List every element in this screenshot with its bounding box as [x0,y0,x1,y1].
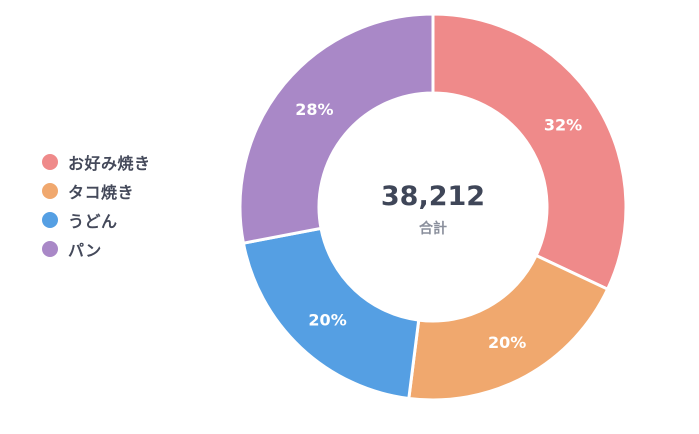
legend-item-udon: うどん [42,210,151,231]
slice-label-takoyaki: 20% [488,333,526,352]
donut-slice-pan [238,12,435,245]
legend-swatch [42,212,58,228]
donut-slice-okonomiyaki [431,12,628,292]
legend-item-takoyaki: タコ焼き [42,181,151,202]
slice-label-okonomiyaki: 32% [544,115,582,134]
legend-label: パン [68,241,102,260]
legend-label: うどん [68,212,118,231]
legend-label: タコ焼き [68,183,135,202]
legend-swatch [42,183,58,199]
donut-slice-takoyaki [407,253,610,402]
chart-legend: お好み焼き タコ焼き うどん パン [42,152,151,260]
slice-label-pan: 28% [295,100,333,119]
slice-label-udon: 20% [308,310,346,329]
legend-swatch [42,241,58,257]
center-total-label: 合計 [419,220,447,237]
legend-swatch [42,154,58,170]
center-total-value: 38,212 [381,181,485,212]
donut-slice-labels: 32% 20% 20% 28% [295,100,582,352]
legend-item-okonomiyaki: お好み焼き [42,152,151,173]
donut-slices [238,12,628,402]
legend-label: お好み焼き [68,154,151,173]
legend-item-pan: パン [42,239,151,260]
